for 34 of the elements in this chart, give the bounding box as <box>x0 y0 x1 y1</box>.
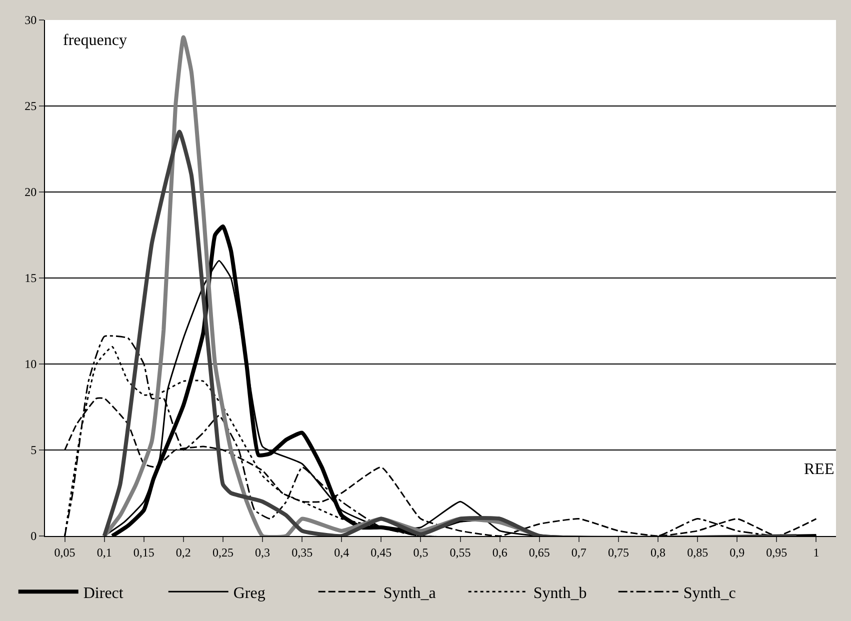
x-tick-label: 0,1 <box>96 545 112 560</box>
legend-label: Direct <box>83 584 124 602</box>
y-tick-label: 30 <box>24 13 37 28</box>
x-tick-label: 0,05 <box>54 545 76 560</box>
x-tick-label: 0,7 <box>571 545 586 560</box>
x-axis-title: REE <box>804 461 834 478</box>
legend-label: Synth_b <box>533 584 587 602</box>
x-tick-label: 1 <box>813 545 820 560</box>
x-tick-label: 0,3 <box>255 545 270 560</box>
x-tick-label: 0,25 <box>212 545 234 560</box>
x-tick-label: 0,95 <box>766 545 788 560</box>
x-tick-label: 0,9 <box>730 545 745 560</box>
legend-label: Synth_c <box>683 584 736 602</box>
x-tick-label: 0,55 <box>450 545 471 560</box>
x-tick-label: 0,45 <box>370 545 392 560</box>
y-axis-title: frequency <box>63 32 127 49</box>
y-tick-label: 20 <box>24 185 37 200</box>
x-tick-label: 0,15 <box>133 545 154 560</box>
y-tick-label: 0 <box>30 529 37 544</box>
legend-label: Synth_a <box>383 584 436 602</box>
y-tick-label: 5 <box>30 443 37 458</box>
y-tick-label: 15 <box>24 271 37 286</box>
x-tick-label: 0,4 <box>334 545 350 560</box>
x-tick-label: 0,8 <box>650 545 666 560</box>
legend-label: Greg <box>233 584 266 602</box>
x-tick-label: 0,85 <box>687 545 708 560</box>
x-tick-label: 0,5 <box>413 545 428 560</box>
x-tick-label: 0,65 <box>528 545 550 560</box>
y-tick-label: 10 <box>24 357 37 372</box>
x-tick-label: 0,75 <box>608 545 629 560</box>
y-tick-label: 25 <box>24 99 37 114</box>
x-tick-label: 0,6 <box>492 545 508 560</box>
x-tick-label: 0,2 <box>176 545 191 560</box>
x-tick-label: 0,35 <box>292 545 313 560</box>
